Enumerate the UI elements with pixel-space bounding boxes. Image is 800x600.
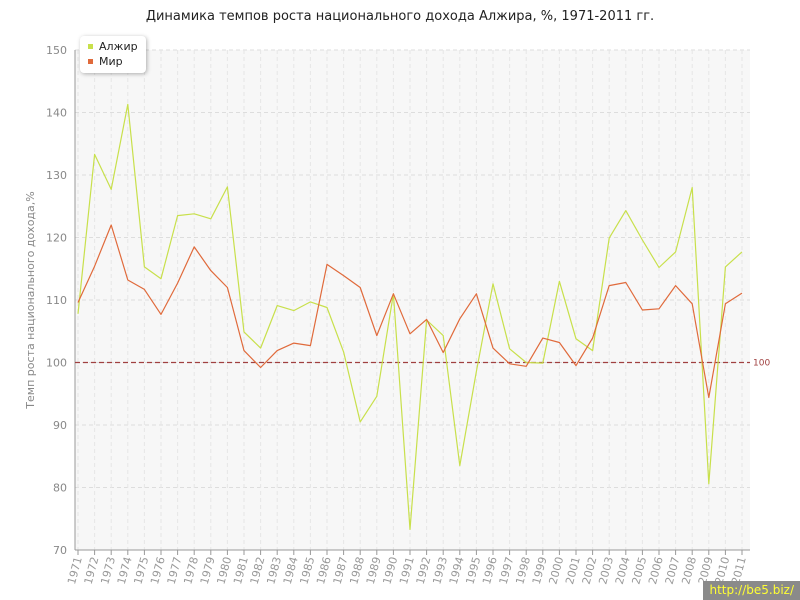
y-tick-label: 70 xyxy=(53,544,67,557)
chart-title: Динамика темпов роста национального дохо… xyxy=(145,9,655,24)
y-tick-label: 90 xyxy=(53,419,67,432)
reference-line-label: 100 xyxy=(753,359,770,369)
series-line-algeria xyxy=(77,103,743,531)
legend-label-world: Мир xyxy=(99,55,123,68)
legend: Алжир Мир xyxy=(80,36,146,73)
axes xyxy=(74,50,750,555)
legend-item-world[interactable]: Мир xyxy=(88,54,138,69)
grid-lines xyxy=(75,49,750,550)
legend-label-algeria: Алжир xyxy=(99,40,138,53)
y-axis-label: Темп роста национального дохода,% xyxy=(24,191,37,409)
y-tick-label: 100 xyxy=(46,357,67,370)
x-tick-labels: 1971197219731974197519761977197819791980… xyxy=(65,555,749,585)
data-series xyxy=(77,103,743,531)
y-tick-label: 120 xyxy=(46,232,67,245)
y-tick-label: 130 xyxy=(46,169,67,182)
y-tick-labels: 70 80 90 100 110 120 130 140 150 xyxy=(46,44,67,557)
y-tick-label: 150 xyxy=(46,44,67,57)
legend-swatch-world xyxy=(88,59,93,64)
y-tick-label: 110 xyxy=(46,294,67,307)
legend-item-algeria[interactable]: Алжир xyxy=(88,39,138,54)
legend-swatch-algeria xyxy=(88,44,93,49)
reference-line-group: 100 xyxy=(75,359,770,369)
y-tick-label: 140 xyxy=(46,107,67,120)
y-tick-label: 80 xyxy=(53,482,67,495)
watermark: http://be5.biz/ xyxy=(703,581,800,600)
series-line-world xyxy=(77,224,743,399)
